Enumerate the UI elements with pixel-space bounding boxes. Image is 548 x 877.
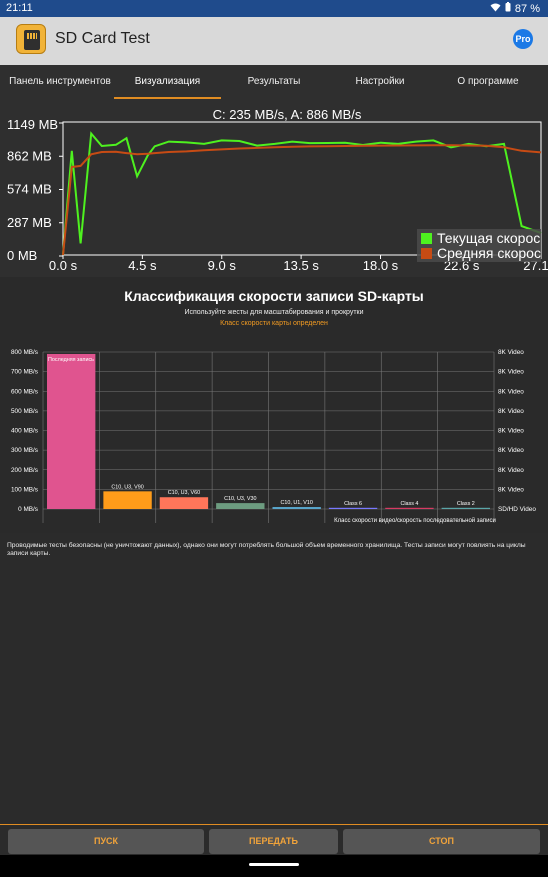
- status-icons: 87 %: [490, 2, 540, 15]
- clock: 21:11: [6, 2, 33, 14]
- rating-x-caption: Класс скорости видео/скорость последоват…: [334, 517, 496, 524]
- right-tick-label: 8K Video: [498, 428, 524, 435]
- right-tick-label: 8K Video: [498, 349, 524, 356]
- speed-chart: C: 235 MB/s, A: 886 MB/s 1149 MB 862 MB 57…: [7, 107, 548, 273]
- right-tick-label: 8K Video: [498, 369, 524, 376]
- bar-label: Class 2: [457, 501, 475, 507]
- legend-swatch: [421, 248, 432, 259]
- bar-label: C10, U3, V60: [168, 490, 200, 496]
- pro-badge-button[interactable]: Pro: [513, 29, 533, 49]
- speed-chart-title: C: 235 MB/s, A: 886 MB/s: [213, 107, 362, 122]
- rating-bar: [159, 497, 209, 509]
- battery-icon: [505, 2, 511, 15]
- bar-label: C10, U3, V90: [111, 484, 143, 490]
- send-button[interactable]: ПЕРЕДАТЬ: [209, 829, 338, 854]
- bar-label: C10, U1, V10: [281, 500, 313, 506]
- right-tick-label: 8K Video: [498, 388, 524, 395]
- wifi-icon: [490, 2, 501, 15]
- stop-button[interactable]: СТОП: [343, 829, 540, 854]
- y-tick-label: 500 MB/s: [11, 408, 38, 415]
- rating-bar: [272, 507, 321, 509]
- tab-visualization[interactable]: Визуализация: [134, 76, 201, 87]
- average-speed-line: [62, 144, 542, 256]
- y-tick-label: 800 MB/s: [11, 349, 38, 356]
- bar-label: Class 6: [344, 501, 362, 507]
- legend-label: Средняя скорос: [437, 245, 541, 261]
- safety-note: Проводимые тесты безопасны (не уничтожаю…: [7, 542, 526, 557]
- status-bar: 21:11 87 %: [0, 0, 548, 17]
- y-tick-label: 287 MB: [7, 215, 52, 230]
- rating-title: Классификация скорости записи SD-карты: [124, 288, 424, 304]
- right-tick-label: 8K Video: [498, 408, 524, 415]
- app-title: SD Card Test: [55, 30, 150, 47]
- y-tick-label: 0 MB/s: [18, 506, 38, 513]
- tab-about[interactable]: О программе: [457, 76, 519, 87]
- rating-bar: [385, 507, 434, 509]
- y-tick-label: 300 MB/s: [11, 447, 38, 454]
- y-tick-label: 700 MB/s: [11, 369, 38, 376]
- system-navigation-bar: [0, 855, 548, 877]
- y-tick-label: 100 MB/s: [11, 486, 38, 493]
- x-tick-label: 13.5 s: [283, 258, 319, 273]
- rating-notice: Класс скорости карты определен: [220, 320, 328, 327]
- right-tick-label: 8K Video: [498, 447, 524, 454]
- tab-results[interactable]: Результаты: [247, 76, 301, 87]
- app-bar: SD Card Test Pro: [0, 17, 548, 65]
- legend-swatch: [421, 233, 432, 244]
- y-tick-label: 200 MB/s: [11, 467, 38, 474]
- speed-chart-panel: C: 235 MB/s, A: 886 MB/s 1149 MB 862 MB 57…: [0, 101, 548, 277]
- battery-level: 87 %: [514, 2, 540, 15]
- rating-subtitle: Используйте жесты для масштабирования и …: [184, 309, 364, 316]
- x-tick-label: 0.0 s: [49, 258, 78, 273]
- bar-label: Последняя запись: [48, 357, 94, 363]
- legend-box: [417, 229, 541, 262]
- bar-label: Class 4: [400, 501, 418, 507]
- x-tick-label: 18.0 s: [363, 258, 399, 273]
- right-tick-label: 8K Video: [498, 467, 524, 474]
- x-tick-label: 4.5 s: [128, 258, 157, 273]
- tab-settings[interactable]: Настройки: [355, 76, 405, 87]
- active-tab-indicator: [114, 97, 221, 99]
- home-gesture-handle[interactable]: [249, 863, 299, 866]
- y-tick-label: 400 MB/s: [11, 428, 38, 435]
- rating-bar: [328, 507, 378, 509]
- rating-bar: [216, 503, 265, 509]
- tab-bar: Панель инструментов Визуализация Результ…: [0, 65, 548, 101]
- y-tick-label: 0 MB: [7, 248, 37, 263]
- x-tick-label: 9.0 s: [208, 258, 237, 273]
- legend-label: Текущая скорос: [437, 230, 540, 246]
- y-tick-label: 574 MB: [7, 182, 52, 197]
- y-tick-label: 600 MB/s: [11, 388, 38, 395]
- rating-chart: 0 MB/s SD/HD Video 100 MB/s 8K Video 200 MB/…: [11, 349, 536, 524]
- right-tick-label: 8K Video: [498, 486, 524, 493]
- rating-bar: [441, 507, 490, 509]
- y-tick-label: 1149 MB: [7, 117, 58, 132]
- rating-bar: [47, 353, 96, 509]
- action-bar: ПУСК ПЕРЕДАТЬ СТОП: [0, 824, 548, 855]
- sd-card-icon: [16, 24, 46, 54]
- tab-dashboard[interactable]: Панель инструментов: [9, 76, 111, 87]
- y-tick-label: 862 MB: [7, 148, 52, 163]
- right-tick-label: SD/HD Video: [498, 506, 536, 513]
- bar-label: C10, U3, V30: [224, 496, 256, 502]
- rating-bar: [103, 491, 152, 509]
- start-button[interactable]: ПУСК: [8, 829, 204, 854]
